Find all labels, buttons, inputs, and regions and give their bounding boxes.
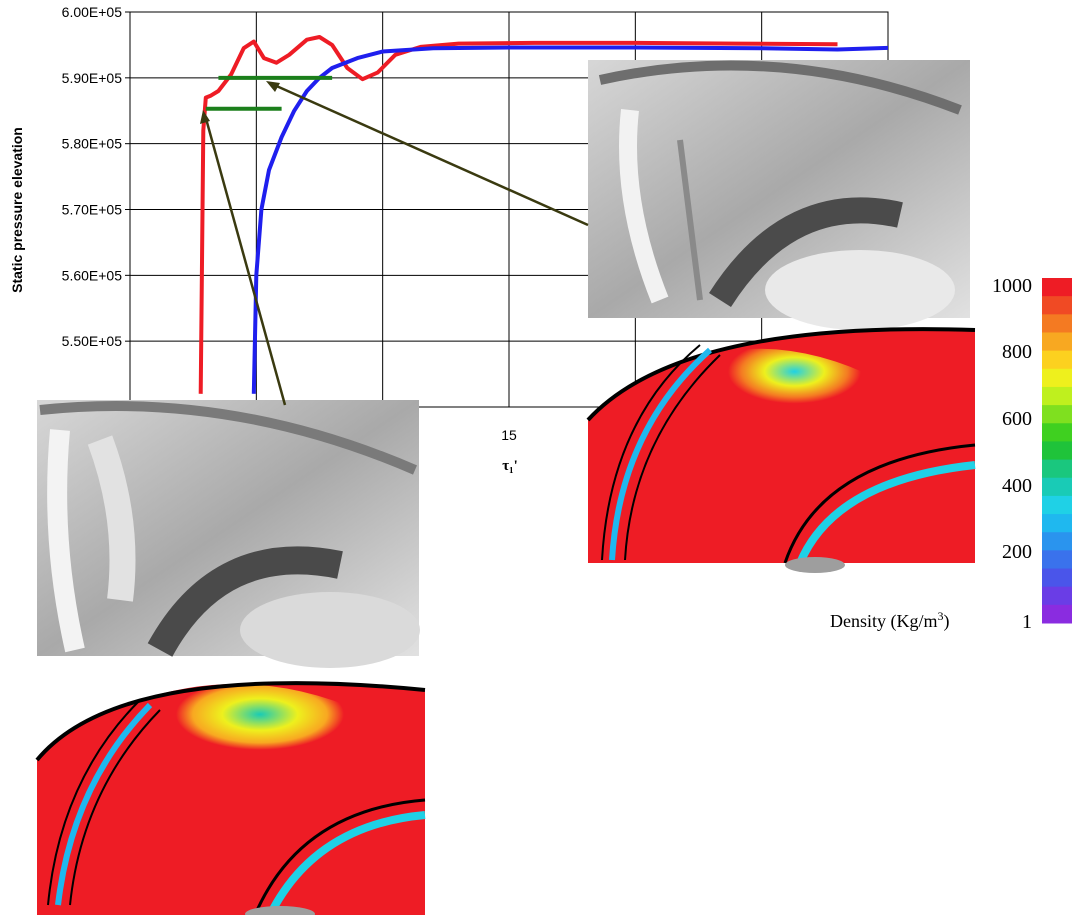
- colorbar-swatch: [1042, 587, 1072, 606]
- colorbar-title-main: Density (Kg/m: [830, 611, 938, 632]
- x-tick-label: 15: [501, 427, 517, 443]
- colorbar-swatch: [1042, 296, 1072, 315]
- y-tick-label: 5.80E+05: [62, 136, 123, 152]
- right-cfd-inset: [588, 329, 975, 573]
- y-tick-labels: 6.00E+05 5.90E+05 5.80E+05 5.70E+05 5.60E+05…: [62, 4, 130, 349]
- y-tick-label: 5.60E+05: [62, 267, 123, 283]
- y-tick-label: 5.70E+05: [62, 202, 123, 218]
- y-tick-label: 5.50E+05: [62, 333, 123, 349]
- colorbar-swatch: [1042, 387, 1072, 406]
- colorbar-swatch: [1042, 405, 1072, 424]
- left-photo-inset: [37, 400, 420, 668]
- right-photo-inset: [588, 60, 970, 330]
- density-colorbar: [1042, 278, 1072, 624]
- colorbar-swatch: [1042, 441, 1072, 460]
- colorbar-swatch: [1042, 332, 1072, 351]
- colorbar-swatch: [1042, 278, 1072, 297]
- colorbar-swatch: [1042, 550, 1072, 569]
- colorbar-swatch: [1042, 369, 1072, 388]
- y-axis-label: Static pressure elevation: [9, 127, 25, 293]
- colorbar-swatch: [1042, 496, 1072, 515]
- colorbar-tick-labels: 1000 800 600 400 200 1: [992, 275, 1032, 633]
- x-tick-labels: 15: [501, 427, 517, 443]
- colorbar-tick-label: 1000: [992, 275, 1032, 297]
- colorbar-title: Density (Kg/m3): [830, 609, 950, 632]
- colorbar-tick-label: 800: [1002, 341, 1032, 363]
- colorbar-swatch: [1042, 460, 1072, 479]
- colorbar-swatch: [1042, 569, 1072, 588]
- colorbar-tick-label: 1: [1022, 611, 1032, 633]
- colorbar-swatch: [1042, 605, 1072, 624]
- colorbar-swatch: [1042, 351, 1072, 370]
- x-axis-label: τ₁': [502, 458, 518, 474]
- colorbar-swatch: [1042, 314, 1072, 333]
- colorbar-swatch: [1042, 514, 1072, 533]
- colorbar-title-end: ): [944, 611, 950, 632]
- colorbar-tick-label: 200: [1002, 541, 1032, 563]
- colorbar-swatch: [1042, 423, 1072, 442]
- y-tick-label: 6.00E+05: [62, 4, 123, 20]
- colorbar-tick-label: 600: [1002, 408, 1032, 430]
- left-cfd-inset: [37, 683, 425, 915]
- y-tick-label: 5.90E+05: [62, 70, 123, 86]
- colorbar-tick-label: 400: [1002, 475, 1032, 497]
- colorbar-swatch: [1042, 478, 1072, 497]
- colorbar-swatch: [1042, 532, 1072, 551]
